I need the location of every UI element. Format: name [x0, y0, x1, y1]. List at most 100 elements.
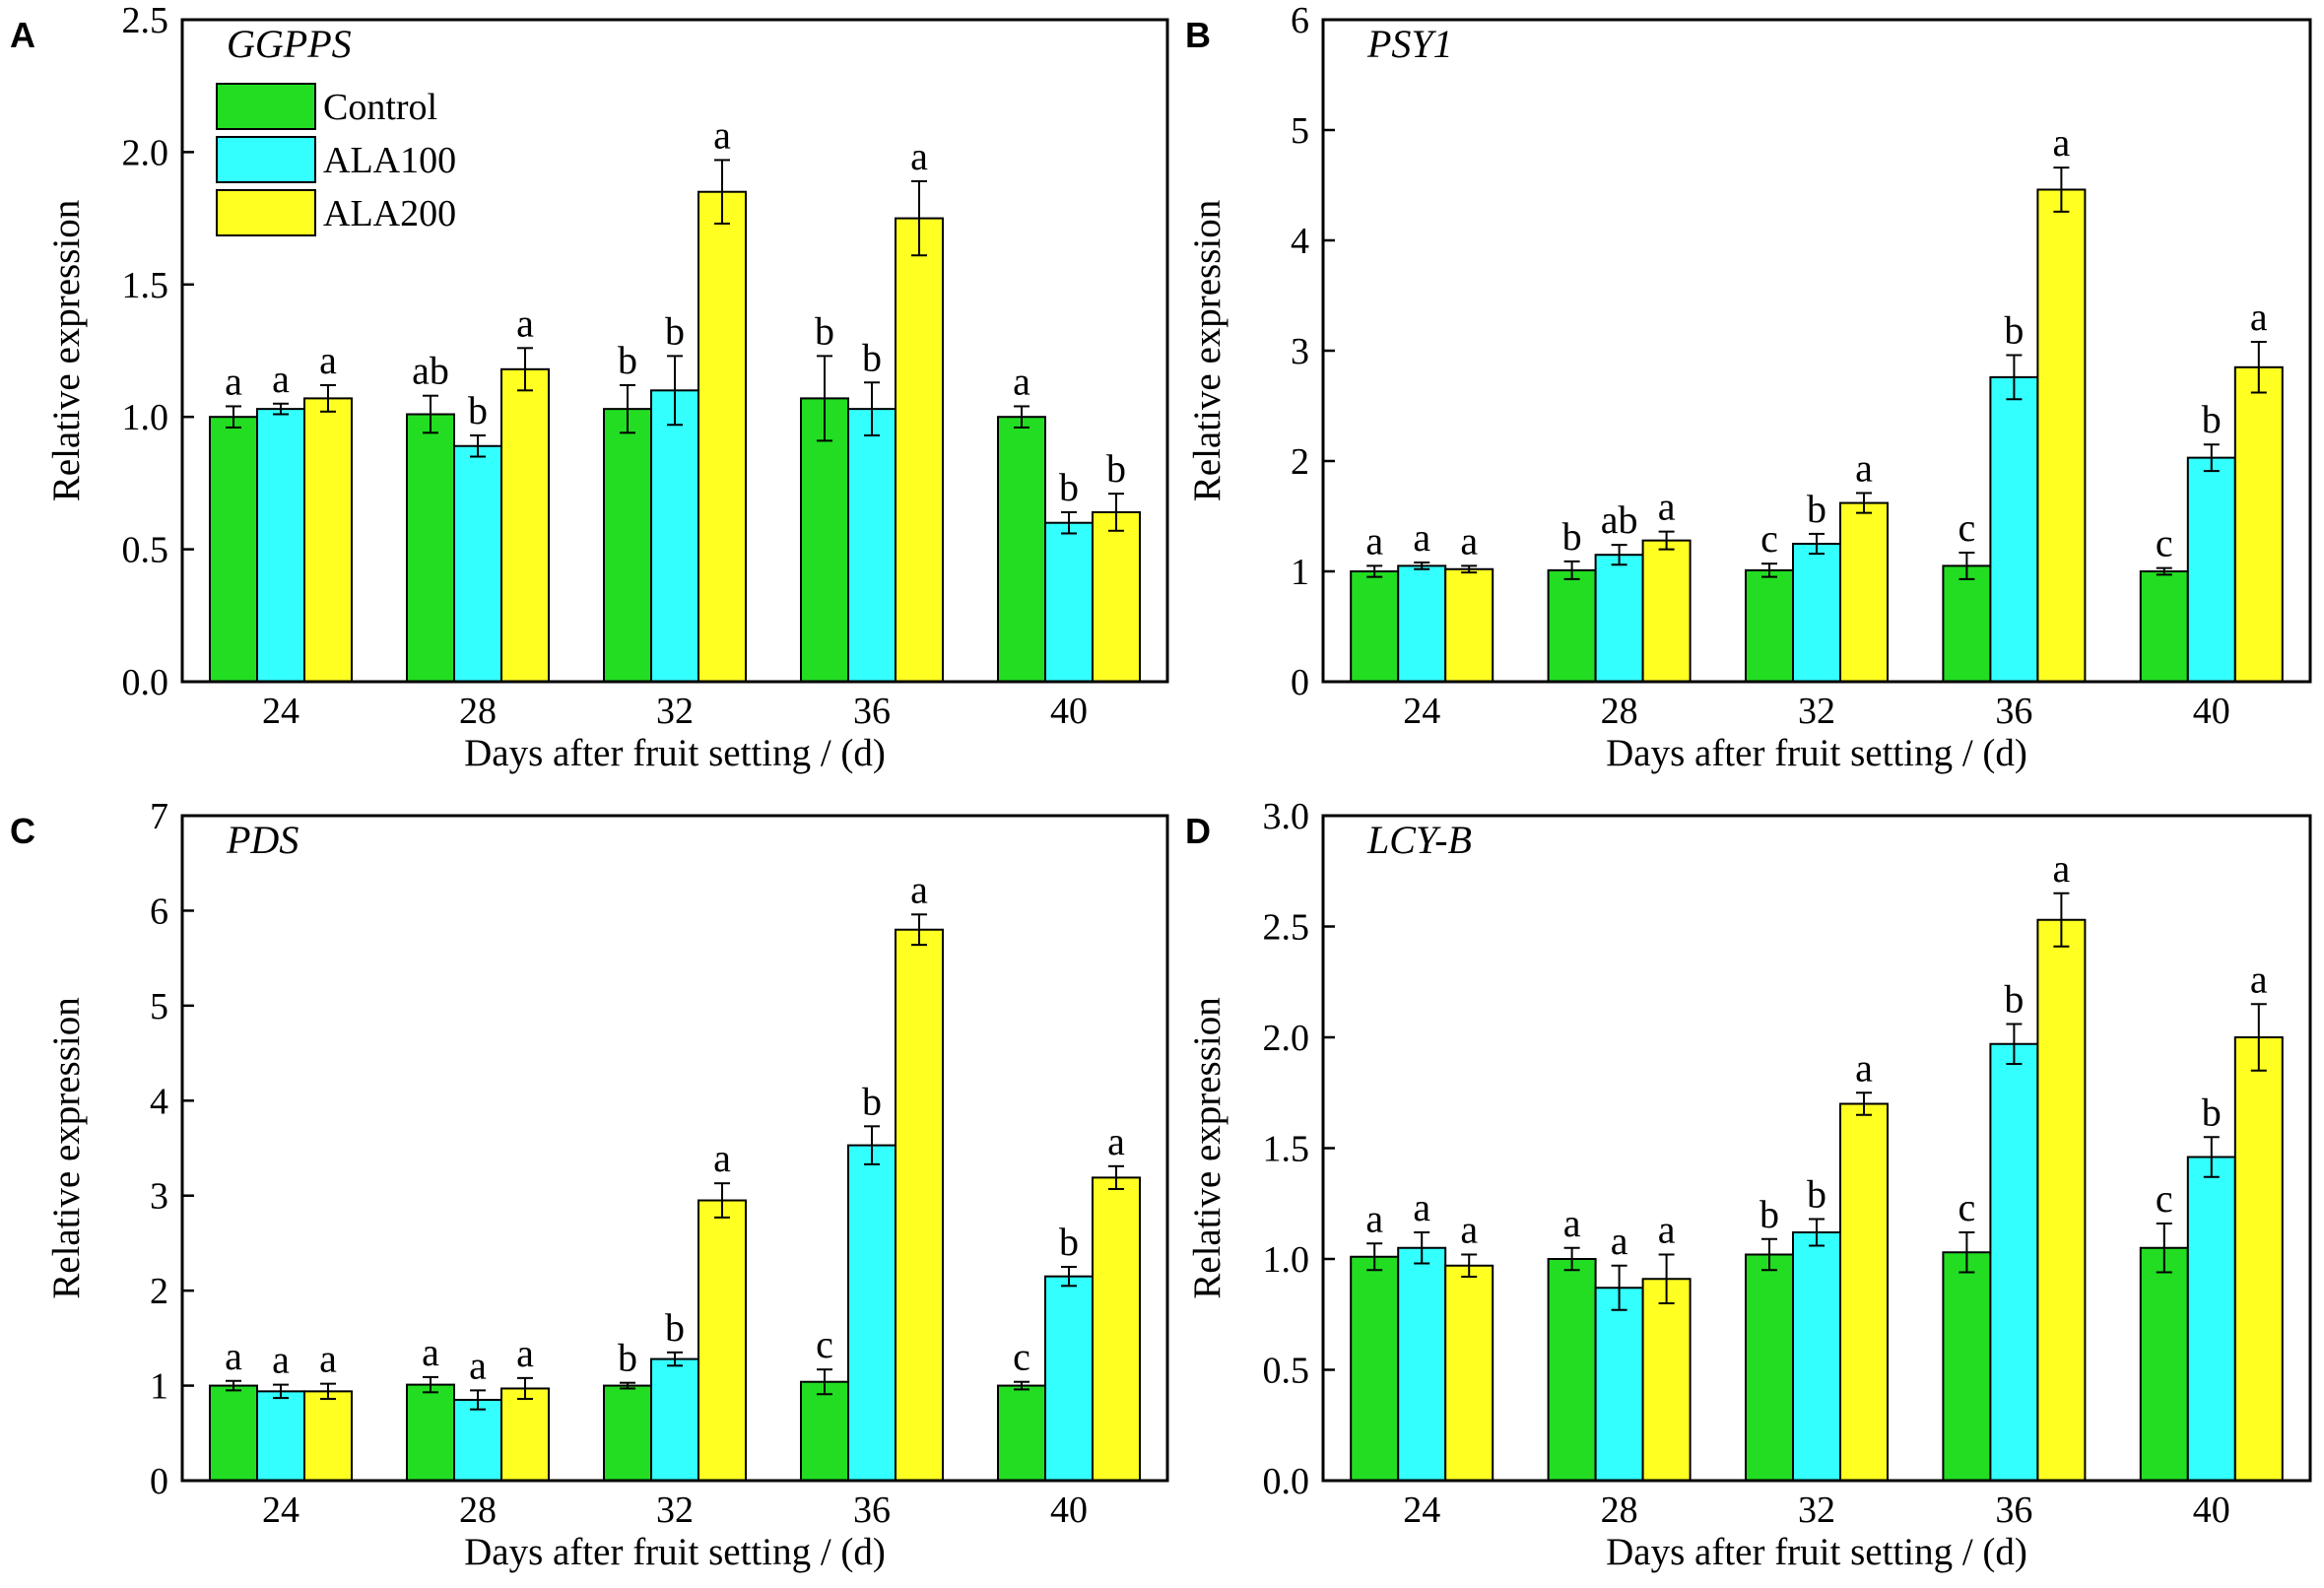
significance-letter: a [1611, 1219, 1628, 1263]
legend-swatch-ala100 [216, 136, 316, 183]
significance-letter: a [2250, 957, 2268, 1001]
significance-letter: a [1658, 485, 1676, 529]
y-tick-label: 3.0 [1263, 796, 1310, 837]
significance-letter: a [1107, 1119, 1125, 1163]
bar-ala200 [500, 367, 550, 683]
significance-letter: a [1460, 518, 1478, 562]
bar-ala100 [847, 1144, 896, 1483]
y-tick-label: 1.5 [1263, 1129, 1310, 1170]
x-tick-label: 32 [656, 691, 694, 732]
bar-control [1547, 1258, 1597, 1482]
significance-letter: c [1959, 505, 1976, 550]
x-tick-label: 24 [262, 1489, 299, 1531]
legend-swatch-control [216, 83, 316, 130]
significance-letter: b [862, 1079, 882, 1123]
y-tick-label: 6 [1291, 0, 1309, 41]
significance-letter: a [272, 1338, 290, 1382]
chart-panel-b: B PSY1 0 1 2 3 4 5 6 Relative expression 24 28 32 36 4… [1185, 0, 2312, 774]
significance-letter: a [910, 867, 928, 911]
gene-title: PDS [226, 818, 299, 862]
y-tick-label: 1.0 [122, 397, 169, 438]
significance-letter: b [2202, 397, 2222, 441]
chart-panel-d: D LCY-B 0.0 0.5 1.0 1.5 2.0 2.5 3.0 Relative expr… [1185, 796, 2312, 1573]
y-tick-label: 0.5 [1263, 1351, 1310, 1392]
bar-control [1745, 568, 1794, 684]
bar-ala200 [2036, 918, 2087, 1482]
significance-letter: a [225, 1334, 242, 1378]
y-tick-label: 0.0 [122, 662, 169, 703]
x-tick-label: 40 [2193, 1489, 2230, 1531]
plot-frame [180, 814, 1169, 1483]
significance-letter: a [2250, 295, 2268, 339]
x-tick-label: 32 [1798, 1489, 1835, 1531]
significance-letter: b [618, 1336, 637, 1380]
x-tick-label: 32 [1798, 691, 1835, 732]
significance-letter: b [665, 308, 685, 353]
significance-letter: a [516, 300, 534, 345]
bar-ala100 [1044, 521, 1094, 683]
bar-control [603, 408, 652, 683]
significance-letter: b [468, 388, 488, 432]
x-tick-label: 24 [1403, 691, 1440, 732]
significance-letter: b [2004, 307, 2024, 352]
bar-ala100 [1792, 543, 1841, 683]
x-tick-label: 28 [1601, 1489, 1638, 1531]
y-tick-label: 0.0 [1263, 1461, 1310, 1502]
panel-letter: B [1185, 15, 1211, 55]
significance-letter: a [1460, 1208, 1478, 1252]
x-tick-label: 32 [656, 1489, 694, 1531]
x-axis-title: Days after fruit setting / (d) [464, 732, 886, 774]
y-tick-label: 3 [150, 1176, 168, 1218]
legend-label: ALA200 [323, 193, 456, 234]
x-tick-label: 40 [1050, 1489, 1088, 1531]
bar-ala100 [1397, 564, 1447, 684]
significance-letter: a [713, 1136, 731, 1180]
significance-letter: b [2202, 1090, 2222, 1134]
bar-ala200 [895, 217, 944, 683]
significance-letter: a [1413, 1185, 1430, 1229]
bar-control [1350, 570, 1400, 683]
significance-letter: b [1059, 1220, 1079, 1264]
bar-ala100 [847, 408, 896, 683]
legend-label: ALA100 [323, 140, 456, 181]
bar-ala200 [895, 928, 944, 1482]
bar-ala200 [2233, 1036, 2284, 1482]
bar-ala100 [1594, 1287, 1644, 1482]
bar-ala100 [650, 1357, 699, 1482]
gene-title: GGPPS [227, 22, 352, 66]
x-tick-label: 28 [459, 691, 497, 732]
bar-ala100 [2186, 1156, 2236, 1482]
y-axis-title: Relative expression [45, 997, 88, 1299]
significance-letter: ab [412, 349, 449, 393]
gene-title: LCY-B [1366, 818, 1472, 862]
significance-letter: c [1760, 516, 1778, 561]
bar-control [800, 397, 849, 683]
plot-frame [1321, 18, 2312, 684]
significance-letter: b [665, 1305, 685, 1350]
x-tick-label: 24 [1403, 1489, 1440, 1531]
x-axis-title: Days after fruit setting / (d) [464, 1531, 886, 1573]
bar-ala100 [1397, 1246, 1447, 1482]
significance-letter: a [1563, 1201, 1581, 1245]
bar-control [997, 416, 1046, 683]
bar-ala100 [1989, 1042, 2039, 1482]
significance-letter: a [2053, 846, 2071, 891]
bar-ala100 [1594, 554, 1644, 684]
y-tick-label: 7 [150, 796, 168, 837]
significance-letter: b [815, 308, 834, 353]
bar-control [209, 416, 258, 683]
significance-letter: a [422, 1330, 439, 1374]
significance-letter: a [2053, 120, 2071, 165]
y-tick-label: 5 [150, 986, 168, 1027]
significance-letter: c [816, 1322, 833, 1366]
plot-frame [1321, 814, 2312, 1483]
significance-letter: a [1658, 1208, 1676, 1252]
x-tick-label: 28 [1601, 691, 1638, 732]
y-tick-label: 2.5 [1263, 907, 1310, 949]
significance-letter: b [618, 338, 637, 382]
significance-letter: b [2004, 977, 2024, 1022]
significance-letter: c [1959, 1185, 1976, 1229]
bar-ala200 [500, 1387, 550, 1482]
panel-letter: A [10, 15, 35, 55]
